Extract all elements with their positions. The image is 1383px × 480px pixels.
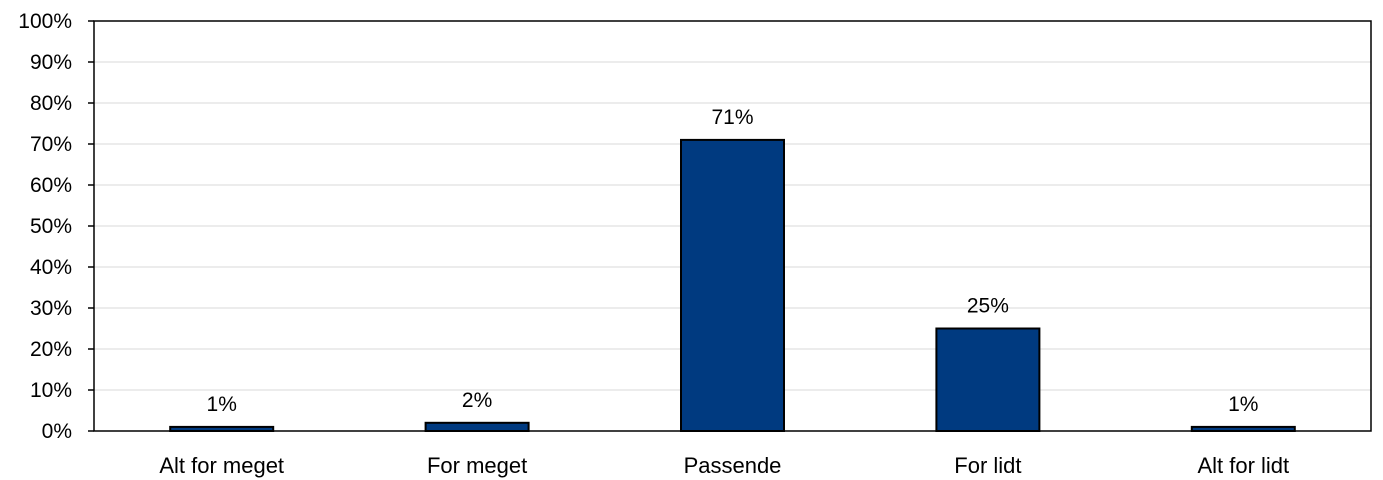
y-tick-label: 80% [30, 92, 72, 115]
x-category-label: Passende [684, 453, 782, 478]
data-label: 1% [207, 393, 237, 416]
y-tick-label: 40% [30, 256, 72, 279]
plot-area-frame [93, 20, 1372, 432]
x-category-label: For lidt [954, 453, 1021, 478]
y-tick-label: 70% [30, 133, 72, 156]
y-tick-label: 0% [42, 420, 72, 443]
x-category-label: Alt for lidt [1197, 453, 1289, 478]
x-category-label: Alt for meget [159, 453, 284, 478]
data-label: 1% [1228, 393, 1258, 416]
bar [680, 138, 785, 432]
data-labels: 1% 2% 71% 25% 1% [207, 106, 1259, 416]
y-axis-ticks: 0% 10% 20% 30% 40% 50% 60% 70% 80% 90% 100% [18, 10, 94, 443]
y-tick-label: 100% [18, 10, 72, 33]
y-tick-label: 20% [30, 338, 72, 361]
bar [935, 327, 1041, 432]
bars [169, 138, 1296, 432]
x-axis-labels: Alt for meget For meget Passende For lidt Al… [159, 453, 1289, 478]
y-tick-label: 50% [30, 215, 72, 238]
data-label: 2% [462, 389, 492, 412]
x-category-label: For meget [427, 453, 527, 478]
y-tick-label: 30% [30, 297, 72, 320]
y-tick-label: 60% [30, 174, 72, 197]
y-tick-label: 90% [30, 51, 72, 74]
y-tick-label: 10% [30, 379, 72, 402]
bar [424, 421, 530, 432]
data-label: 25% [967, 295, 1009, 318]
data-label: 71% [711, 106, 753, 129]
